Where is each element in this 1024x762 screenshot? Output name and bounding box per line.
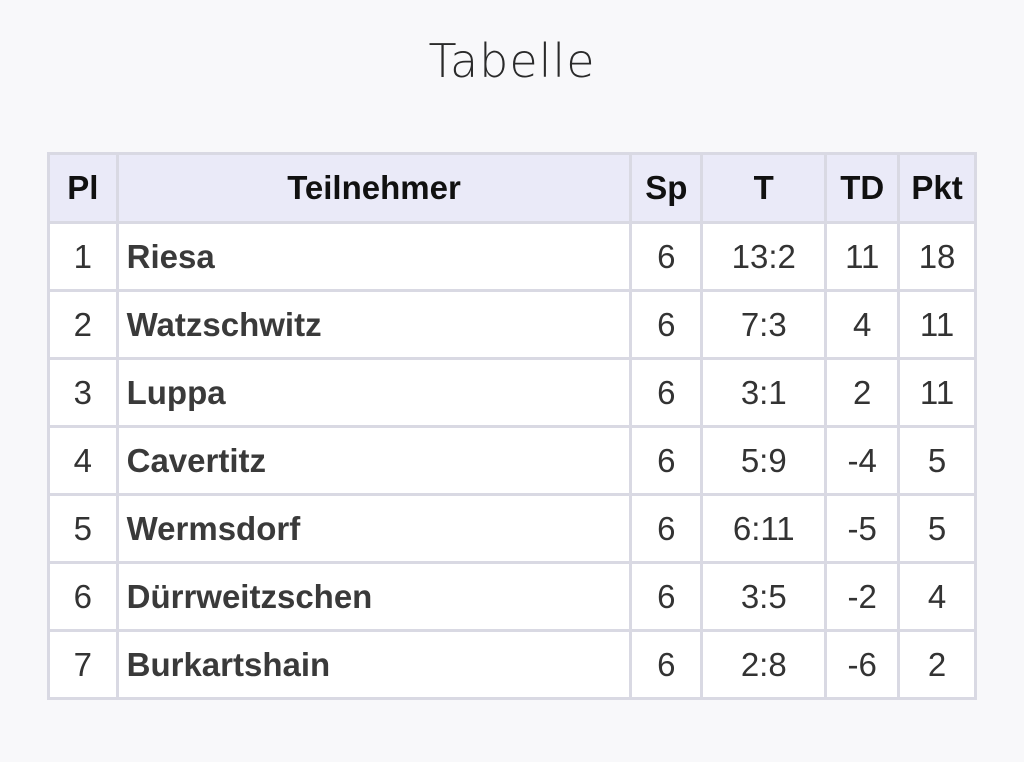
table-header: Pl Teilnehmer Sp T TD Pkt bbox=[47, 152, 977, 224]
page-title: Tabelle bbox=[428, 34, 596, 88]
cell-points: 4 bbox=[897, 561, 977, 632]
table-row: 6 Dürrweitzschen 6 3:5 -2 4 bbox=[47, 561, 977, 632]
table-row: 5 Wermsdorf 6 6:11 -5 5 bbox=[47, 493, 977, 564]
cell-goals: 5:9 bbox=[700, 425, 828, 496]
cell-games: 6 bbox=[629, 561, 704, 632]
cell-goals: 2:8 bbox=[700, 629, 828, 700]
cell-goal-difference: -5 bbox=[824, 493, 901, 564]
table-row: 1 Riesa 6 13:2 11 18 bbox=[47, 221, 977, 292]
table-row: 7 Burkartshain 6 2:8 -6 2 bbox=[47, 629, 977, 700]
cell-place: 5 bbox=[47, 493, 119, 564]
cell-points: 11 bbox=[897, 357, 977, 428]
cell-points: 5 bbox=[897, 493, 977, 564]
cell-games: 6 bbox=[629, 629, 704, 700]
cell-team: Cavertitz bbox=[115, 425, 633, 496]
cell-goal-difference: 4 bbox=[824, 289, 901, 360]
cell-points: 11 bbox=[897, 289, 977, 360]
cell-place: 4 bbox=[47, 425, 119, 496]
cell-points: 18 bbox=[897, 221, 977, 292]
cell-goals: 6:11 bbox=[700, 493, 828, 564]
cell-team: Burkartshain bbox=[115, 629, 633, 700]
header-team: Teilnehmer bbox=[115, 152, 633, 224]
cell-goals: 3:5 bbox=[700, 561, 828, 632]
header-points: Pkt bbox=[897, 152, 977, 224]
cell-place: 1 bbox=[47, 221, 119, 292]
cell-games: 6 bbox=[629, 425, 704, 496]
cell-goal-difference: -6 bbox=[824, 629, 901, 700]
header-games: Sp bbox=[629, 152, 704, 224]
cell-team: Riesa bbox=[115, 221, 633, 292]
cell-goals: 13:2 bbox=[700, 221, 828, 292]
cell-games: 6 bbox=[629, 357, 704, 428]
table-body: 1 Riesa 6 13:2 11 18 2 Watzschwitz 6 7:3… bbox=[47, 221, 977, 700]
cell-place: 3 bbox=[47, 357, 119, 428]
cell-games: 6 bbox=[629, 221, 704, 292]
cell-team: Dürrweitzschen bbox=[115, 561, 633, 632]
cell-goal-difference: 11 bbox=[824, 221, 901, 292]
standings-table: Pl Teilnehmer Sp T TD Pkt 1 Riesa 6 13:2… bbox=[47, 152, 977, 700]
cell-goal-difference: 2 bbox=[824, 357, 901, 428]
cell-points: 2 bbox=[897, 629, 977, 700]
table-row: 3 Luppa 6 3:1 2 11 bbox=[47, 357, 977, 428]
cell-team: Luppa bbox=[115, 357, 633, 428]
cell-games: 6 bbox=[629, 493, 704, 564]
table-row: 4 Cavertitz 6 5:9 -4 5 bbox=[47, 425, 977, 496]
cell-points: 5 bbox=[897, 425, 977, 496]
cell-place: 6 bbox=[47, 561, 119, 632]
cell-goals: 7:3 bbox=[700, 289, 828, 360]
header-goal-difference: TD bbox=[824, 152, 901, 224]
cell-goals: 3:1 bbox=[700, 357, 828, 428]
cell-team: Wermsdorf bbox=[115, 493, 633, 564]
cell-place: 7 bbox=[47, 629, 119, 700]
cell-team: Watzschwitz bbox=[115, 289, 633, 360]
table-row: 2 Watzschwitz 6 7:3 4 11 bbox=[47, 289, 977, 360]
cell-place: 2 bbox=[47, 289, 119, 360]
header-goals: T bbox=[700, 152, 828, 224]
cell-games: 6 bbox=[629, 289, 704, 360]
cell-goal-difference: -4 bbox=[824, 425, 901, 496]
cell-goal-difference: -2 bbox=[824, 561, 901, 632]
header-row: Pl Teilnehmer Sp T TD Pkt bbox=[47, 152, 977, 224]
header-place: Pl bbox=[47, 152, 119, 224]
